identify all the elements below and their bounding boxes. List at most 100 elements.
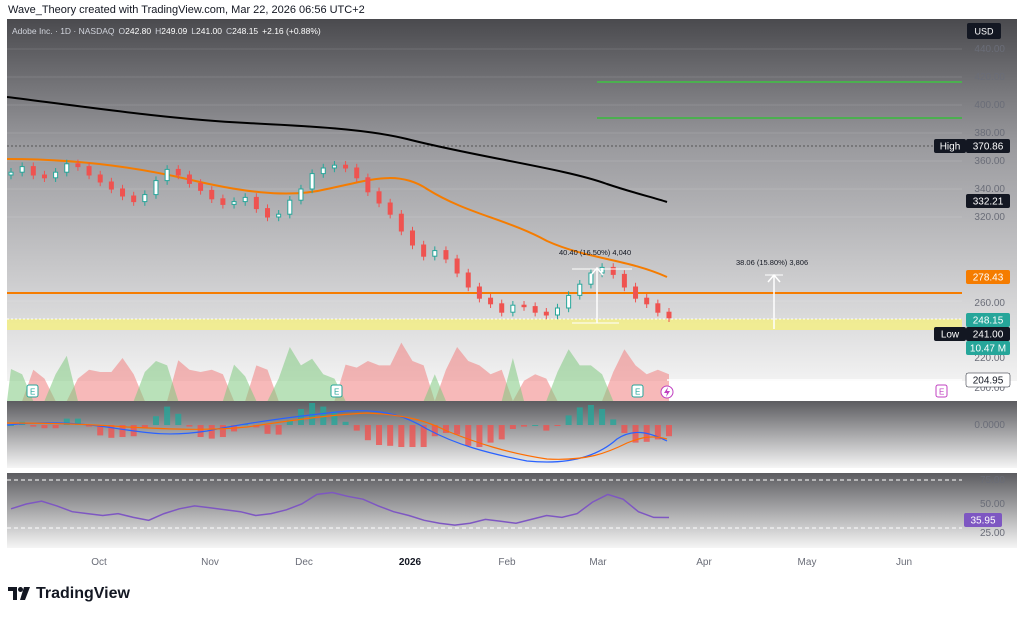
ma50-price: 278.43: [973, 273, 1004, 284]
candle-body[interactable]: [64, 163, 70, 173]
measure-label-1: 40.40 (16.50%) 4,040: [559, 248, 631, 257]
candle-body[interactable]: [320, 167, 326, 175]
candle-body[interactable]: [409, 230, 415, 246]
candle-body[interactable]: [421, 244, 427, 257]
measure-label-2: 38.06 (15.80%) 3,806: [736, 258, 808, 267]
candle-body[interactable]: [8, 171, 14, 176]
candle-body[interactable]: [120, 188, 126, 197]
candle-body[interactable]: [655, 303, 661, 313]
high-tag: High: [940, 142, 961, 153]
candle-body[interactable]: [577, 283, 583, 296]
time-axis[interactable]: Oct Nov Dec 2026 Feb Mar Apr May Jun: [91, 557, 912, 568]
macd-bar: [30, 425, 37, 427]
candle-body[interactable]: [644, 297, 650, 305]
candle-body[interactable]: [131, 195, 137, 203]
price-axis[interactable]: 440.00 420.00 400.00 380.00 360.00 340.0…: [974, 44, 1005, 394]
candle-body[interactable]: [387, 202, 393, 215]
candle-body[interactable]: [521, 304, 527, 308]
candle-body[interactable]: [554, 307, 560, 316]
macd-bar: [286, 420, 293, 425]
candle-body[interactable]: [499, 303, 505, 313]
candle-body[interactable]: [543, 311, 549, 316]
candle-body[interactable]: [164, 168, 170, 182]
tradingview-chart[interactable]: 40.40 (16.50%) 4,040 38.06 (15.80%) 3,80…: [6, 19, 1017, 575]
candle-body[interactable]: [276, 213, 282, 218]
candle-body[interactable]: [142, 194, 148, 203]
candle-body[interactable]: [220, 198, 226, 205]
earnings-icon[interactable]: E: [935, 384, 948, 398]
candle-body[interactable]: [365, 177, 371, 193]
symbol-legend: Adobe Inc. · 1D · NASDAQ O242.80 H249.09 L2…: [12, 26, 321, 36]
macd-bar: [364, 425, 371, 441]
svg-text:E: E: [635, 388, 640, 397]
macd-bar: [376, 425, 383, 445]
macd-bar: [476, 425, 483, 447]
candle-body[interactable]: [566, 294, 572, 309]
rsi-axis: 75.00 50.00 25.00: [980, 475, 1005, 539]
candle-body[interactable]: [41, 174, 47, 179]
candle-body[interactable]: [19, 166, 25, 173]
ma50-line[interactable]: [6, 158, 668, 278]
candle-body[interactable]: [287, 199, 293, 215]
candle-body[interactable]: [309, 173, 315, 190]
measure-annotation-2[interactable]: 38.06 (15.80%) 3,806: [736, 258, 808, 329]
candle-body[interactable]: [510, 304, 516, 313]
candle-body[interactable]: [621, 273, 627, 288]
measure-annotation-1[interactable]: 40.40 (16.50%) 4,040: [559, 248, 632, 324]
candle-body[interactable]: [198, 182, 204, 191]
candle-body[interactable]: [53, 171, 59, 179]
candle-body[interactable]: [75, 163, 81, 168]
candle-body[interactable]: [488, 297, 494, 305]
candle-body[interactable]: [376, 191, 382, 204]
candle-body[interactable]: [398, 213, 404, 232]
candle-body[interactable]: [153, 180, 159, 196]
macd-pane[interactable]: [7, 401, 1017, 468]
candle-body[interactable]: [265, 208, 271, 218]
candle-body[interactable]: [97, 174, 103, 183]
candle-body[interactable]: [108, 181, 114, 190]
candle-body[interactable]: [532, 306, 538, 313]
candle-body[interactable]: [209, 189, 215, 200]
candle-body[interactable]: [610, 266, 616, 275]
svg-text:420.00: 420.00: [974, 72, 1005, 83]
volume-histogram: [7, 342, 669, 401]
rsi-pane[interactable]: [7, 473, 1017, 548]
candle-body[interactable]: [86, 166, 92, 176]
rsi-line[interactable]: [10, 491, 670, 526]
svg-text:260.00: 260.00: [974, 298, 1005, 309]
chart-area[interactable]: 40.40 (16.50%) 4,040 38.06 (15.80%) 3,80…: [6, 19, 1017, 575]
earnings-markers[interactable]: E E E E: [26, 384, 948, 398]
candle-body[interactable]: [465, 272, 471, 288]
candle-body[interactable]: [588, 272, 594, 285]
candle-body[interactable]: [175, 168, 181, 176]
candle-body[interactable]: [186, 174, 192, 184]
candle-body[interactable]: [231, 201, 237, 205]
earnings-icon[interactable]: E: [631, 384, 644, 398]
macd-bar: [532, 425, 539, 426]
candle-body[interactable]: [253, 196, 259, 210]
earnings-icon[interactable]: E: [330, 384, 343, 398]
candle-body[interactable]: [331, 164, 337, 169]
ma200-line[interactable]: [6, 96, 668, 203]
macd-bar: [442, 425, 449, 433]
candle-body[interactable]: [354, 167, 360, 179]
earnings-icon[interactable]: E: [26, 384, 39, 398]
footer-brand[interactable]: TradingView: [8, 585, 130, 603]
macd-bar: [86, 425, 93, 427]
candle-body[interactable]: [476, 286, 482, 299]
currency-label[interactable]: USD: [967, 23, 1001, 39]
candle-body[interactable]: [633, 286, 639, 299]
candle-body[interactable]: [343, 164, 349, 169]
candle-body[interactable]: [298, 188, 304, 201]
candle-body[interactable]: [30, 166, 36, 176]
candle-body[interactable]: [443, 250, 449, 260]
candle-body[interactable]: [666, 311, 672, 319]
candlestick-series[interactable]: [8, 159, 672, 322]
candle-body[interactable]: [432, 250, 438, 257]
macd-bar: [309, 403, 316, 425]
candle-body[interactable]: [242, 196, 248, 203]
dividend-lightning-icon[interactable]: [660, 385, 674, 399]
macd-line: [6, 410, 668, 463]
macd-bar: [398, 425, 405, 447]
candle-body[interactable]: [454, 258, 460, 274]
